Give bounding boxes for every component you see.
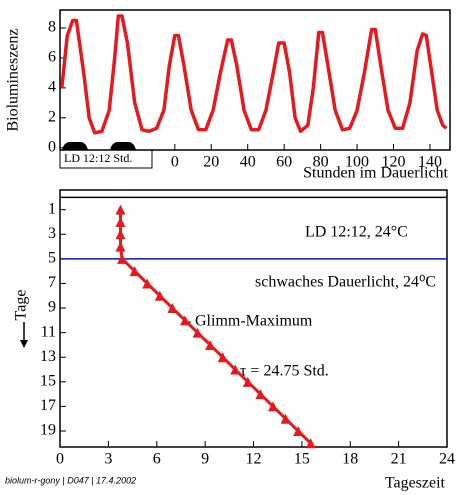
annotation: schwaches Dauerlicht, 24⁰C (255, 274, 436, 291)
marker (205, 339, 216, 350)
marker (115, 216, 126, 227)
marker (117, 253, 128, 264)
x-tick-label: 40 (240, 154, 256, 171)
y-tick-label: 0 (48, 138, 56, 155)
marker (268, 401, 279, 412)
x-tick-label: 80 (313, 154, 329, 171)
marker (242, 376, 253, 387)
y-tick-label: 5 (48, 250, 56, 267)
x-tick-label: 21 (391, 451, 407, 468)
y-tick-label: 11 (41, 323, 56, 340)
marker (115, 204, 126, 215)
footer: biolum-r-gony | D047 | 17.4.2002 (5, 475, 136, 485)
y-tick-label: 17 (40, 397, 56, 414)
marker (255, 389, 266, 400)
x-tick-label: 18 (342, 451, 358, 468)
y-tick-label: 8 (48, 19, 56, 36)
annotation: Glimm-Maximum (195, 313, 313, 330)
y-tick-label: 4 (48, 79, 56, 96)
y-axis-label: Tage (13, 290, 30, 321)
annotation: τ = 24.75 Std. (240, 363, 329, 380)
x-axis-label: Tageszeit (385, 475, 446, 492)
y-tick-label: 9 (48, 299, 56, 316)
marker (305, 438, 316, 449)
x-tick-label: 100 (345, 154, 369, 171)
x-tick-label: 3 (104, 451, 112, 468)
y-tick-label: 15 (40, 372, 56, 389)
ld-bars (62, 142, 136, 150)
x-tick-label: 60 (276, 154, 292, 171)
y-tick-label: 1 (48, 200, 56, 217)
x-tick-label: 120 (382, 154, 406, 171)
y-tick-label: 7 (48, 274, 56, 291)
y-tick-label: 19 (40, 422, 56, 439)
marker (115, 241, 126, 252)
ld-label: LD 12:12 Std. (64, 151, 132, 165)
annotation: LD 12:12, 24°C (305, 224, 408, 241)
y-tick-label: 6 (48, 49, 56, 66)
x-tick-label: 20 (203, 154, 219, 171)
y-tick-label: 13 (40, 348, 56, 365)
marker (129, 266, 140, 277)
x-tick-label: 12 (246, 451, 262, 468)
series-line (60, 14, 448, 135)
x-tick-label: 9 (201, 451, 209, 468)
y-axis-label: Biolumineszenz (5, 28, 22, 131)
marker (280, 413, 291, 424)
x-tick-label: 24 (439, 451, 455, 468)
x-tick-label: 0 (56, 451, 64, 468)
marker (293, 426, 304, 437)
marker (192, 327, 203, 338)
marker (179, 315, 190, 326)
marker (230, 364, 241, 375)
marker (154, 290, 165, 301)
marker (115, 229, 126, 240)
x-tick-label: 15 (294, 451, 310, 468)
x-tick-label: 0 (171, 154, 179, 171)
marker (167, 303, 178, 314)
x-axis-label: Stunden im Dauerlicht (303, 165, 448, 182)
y-arrow-head (20, 340, 28, 348)
y-tick-label: 3 (48, 225, 56, 242)
plot-frame (59, 9, 451, 151)
marker (142, 278, 153, 289)
x-tick-label: 140 (418, 154, 442, 171)
marker (217, 352, 228, 363)
y-tick-label: 2 (48, 108, 56, 125)
x-tick-label: 6 (153, 451, 161, 468)
